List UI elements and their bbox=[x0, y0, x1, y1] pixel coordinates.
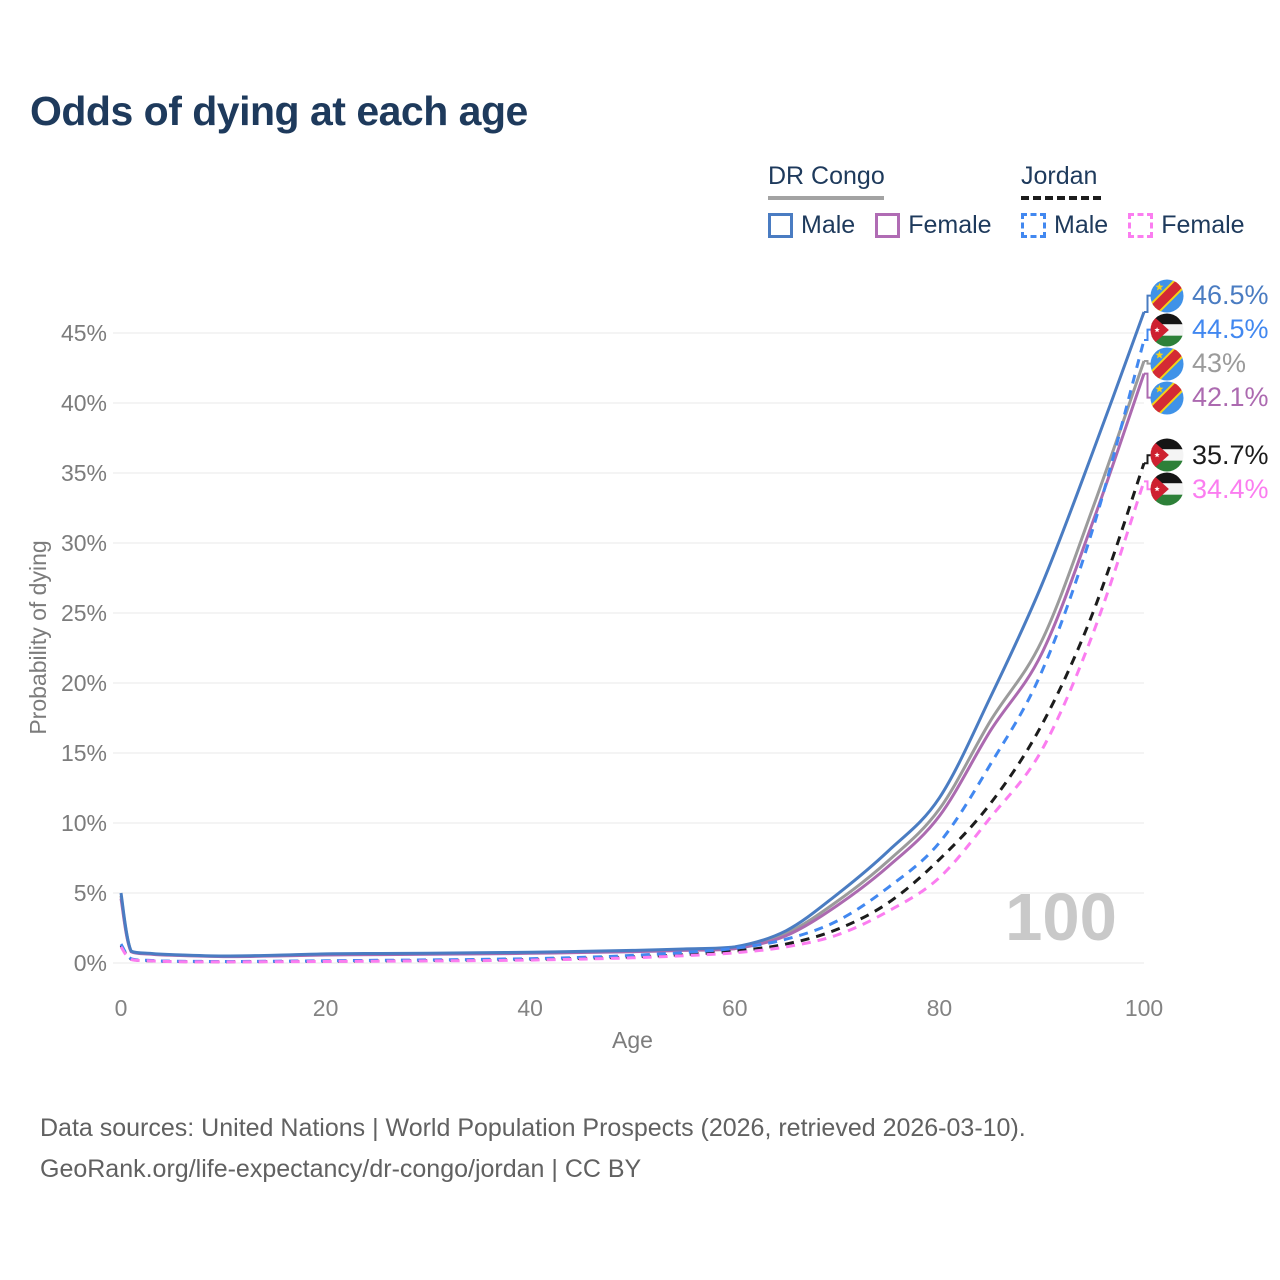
series-line-1[interactable] bbox=[119, 373, 1146, 959]
end-label-value: 43% bbox=[1192, 348, 1247, 379]
legend-item-drc-female[interactable]: Female bbox=[875, 211, 992, 240]
end-label-value: 44.5% bbox=[1192, 314, 1269, 345]
legend-country-jordan[interactable]: Jordan bbox=[1021, 162, 1098, 190]
dr-congo-flag-icon bbox=[1150, 347, 1184, 381]
end-label-jordan-male: 44.5% bbox=[1150, 313, 1269, 347]
end-label-jordan-both: 35.7% bbox=[1150, 438, 1269, 472]
end-label-drc-both: 43% bbox=[1150, 347, 1246, 381]
legend-item-jordan-female[interactable]: Female bbox=[1128, 211, 1245, 240]
legend-label: Female bbox=[908, 211, 992, 239]
jordan-flag-icon bbox=[1150, 313, 1184, 347]
label-connector bbox=[1144, 454, 1152, 465]
jordan-flag-icon bbox=[1150, 438, 1184, 472]
jordan-female-swatch bbox=[1128, 213, 1154, 238]
page-title: Odds of dying at each age bbox=[30, 88, 528, 134]
label-connector bbox=[1144, 360, 1152, 365]
series-line-3[interactable] bbox=[119, 339, 1146, 964]
y-tick-label: 15% bbox=[61, 740, 107, 766]
legend-line-sample-dr-congo bbox=[768, 196, 884, 200]
legend-group-jordan: Jordan Male Female bbox=[1021, 162, 1245, 240]
y-tick-label: 25% bbox=[61, 600, 107, 626]
legend-label: Male bbox=[801, 211, 856, 239]
x-tick-label: 40 bbox=[517, 995, 543, 1021]
end-label-value: 46.5% bbox=[1192, 280, 1269, 311]
legend-group-dr-congo: DR Congo Male Female bbox=[768, 162, 992, 240]
label-connector bbox=[1144, 480, 1152, 491]
label-connector bbox=[1144, 294, 1152, 313]
x-tick-label: 80 bbox=[927, 995, 953, 1021]
series-line-4[interactable] bbox=[119, 480, 1146, 964]
y-tick-label: 10% bbox=[61, 810, 107, 836]
drc-male-swatch bbox=[768, 213, 793, 238]
y-tick-label: 5% bbox=[74, 880, 107, 906]
series-line-2[interactable] bbox=[119, 360, 1146, 958]
y-tick-label: 45% bbox=[61, 320, 107, 346]
end-label-drc-male: 46.5% bbox=[1150, 279, 1269, 313]
x-tick-label: 0 bbox=[115, 995, 128, 1021]
y-axis-title: Probability of dying bbox=[25, 540, 51, 734]
y-tick-label: 40% bbox=[61, 390, 107, 416]
legend-line-sample-jordan bbox=[1021, 196, 1101, 200]
series-line-0[interactable] bbox=[119, 311, 1146, 958]
end-label-value: 42.1% bbox=[1192, 382, 1269, 413]
data-sources-line: Data sources: United Nations | World Pop… bbox=[40, 1114, 1026, 1142]
y-tick-label: 0% bbox=[74, 950, 107, 976]
drc-female-swatch bbox=[875, 213, 901, 238]
end-label-value: 35.7% bbox=[1192, 439, 1269, 470]
x-tick-label: 20 bbox=[313, 995, 339, 1021]
legend-label: Male bbox=[1054, 211, 1109, 239]
legend-item-drc-male[interactable]: Male bbox=[768, 211, 855, 240]
label-connector bbox=[1144, 328, 1152, 341]
watermark-age: 100 bbox=[1005, 880, 1117, 955]
series-line-5[interactable] bbox=[119, 462, 1146, 964]
y-tick-label: 35% bbox=[61, 460, 107, 486]
jordan-male-swatch bbox=[1021, 213, 1046, 238]
label-connector bbox=[1144, 372, 1152, 399]
dr-congo-flag-icon bbox=[1150, 381, 1184, 415]
legend-country-dr-congo[interactable]: DR Congo bbox=[768, 162, 885, 190]
legend-label: Female bbox=[1161, 211, 1245, 239]
y-tick-label: 20% bbox=[61, 670, 107, 696]
x-tick-label: 60 bbox=[722, 995, 748, 1021]
x-tick-label: 100 bbox=[1125, 995, 1163, 1021]
x-axis-title: Age bbox=[612, 1027, 653, 1053]
jordan-flag-icon bbox=[1150, 472, 1184, 506]
end-label-jordan-female: 34.4% bbox=[1150, 472, 1269, 506]
end-label-value: 34.4% bbox=[1192, 473, 1269, 504]
attribution-line: GeoRank.org/life-expectancy/dr-congo/jor… bbox=[40, 1155, 642, 1183]
footer: Data sources: United Nations | World Pop… bbox=[40, 1108, 1026, 1190]
legend-item-jordan-male[interactable]: Male bbox=[1021, 211, 1108, 240]
end-label-drc-female: 42.1% bbox=[1150, 381, 1269, 415]
dr-congo-flag-icon bbox=[1150, 279, 1184, 313]
y-tick-label: 30% bbox=[61, 530, 107, 556]
